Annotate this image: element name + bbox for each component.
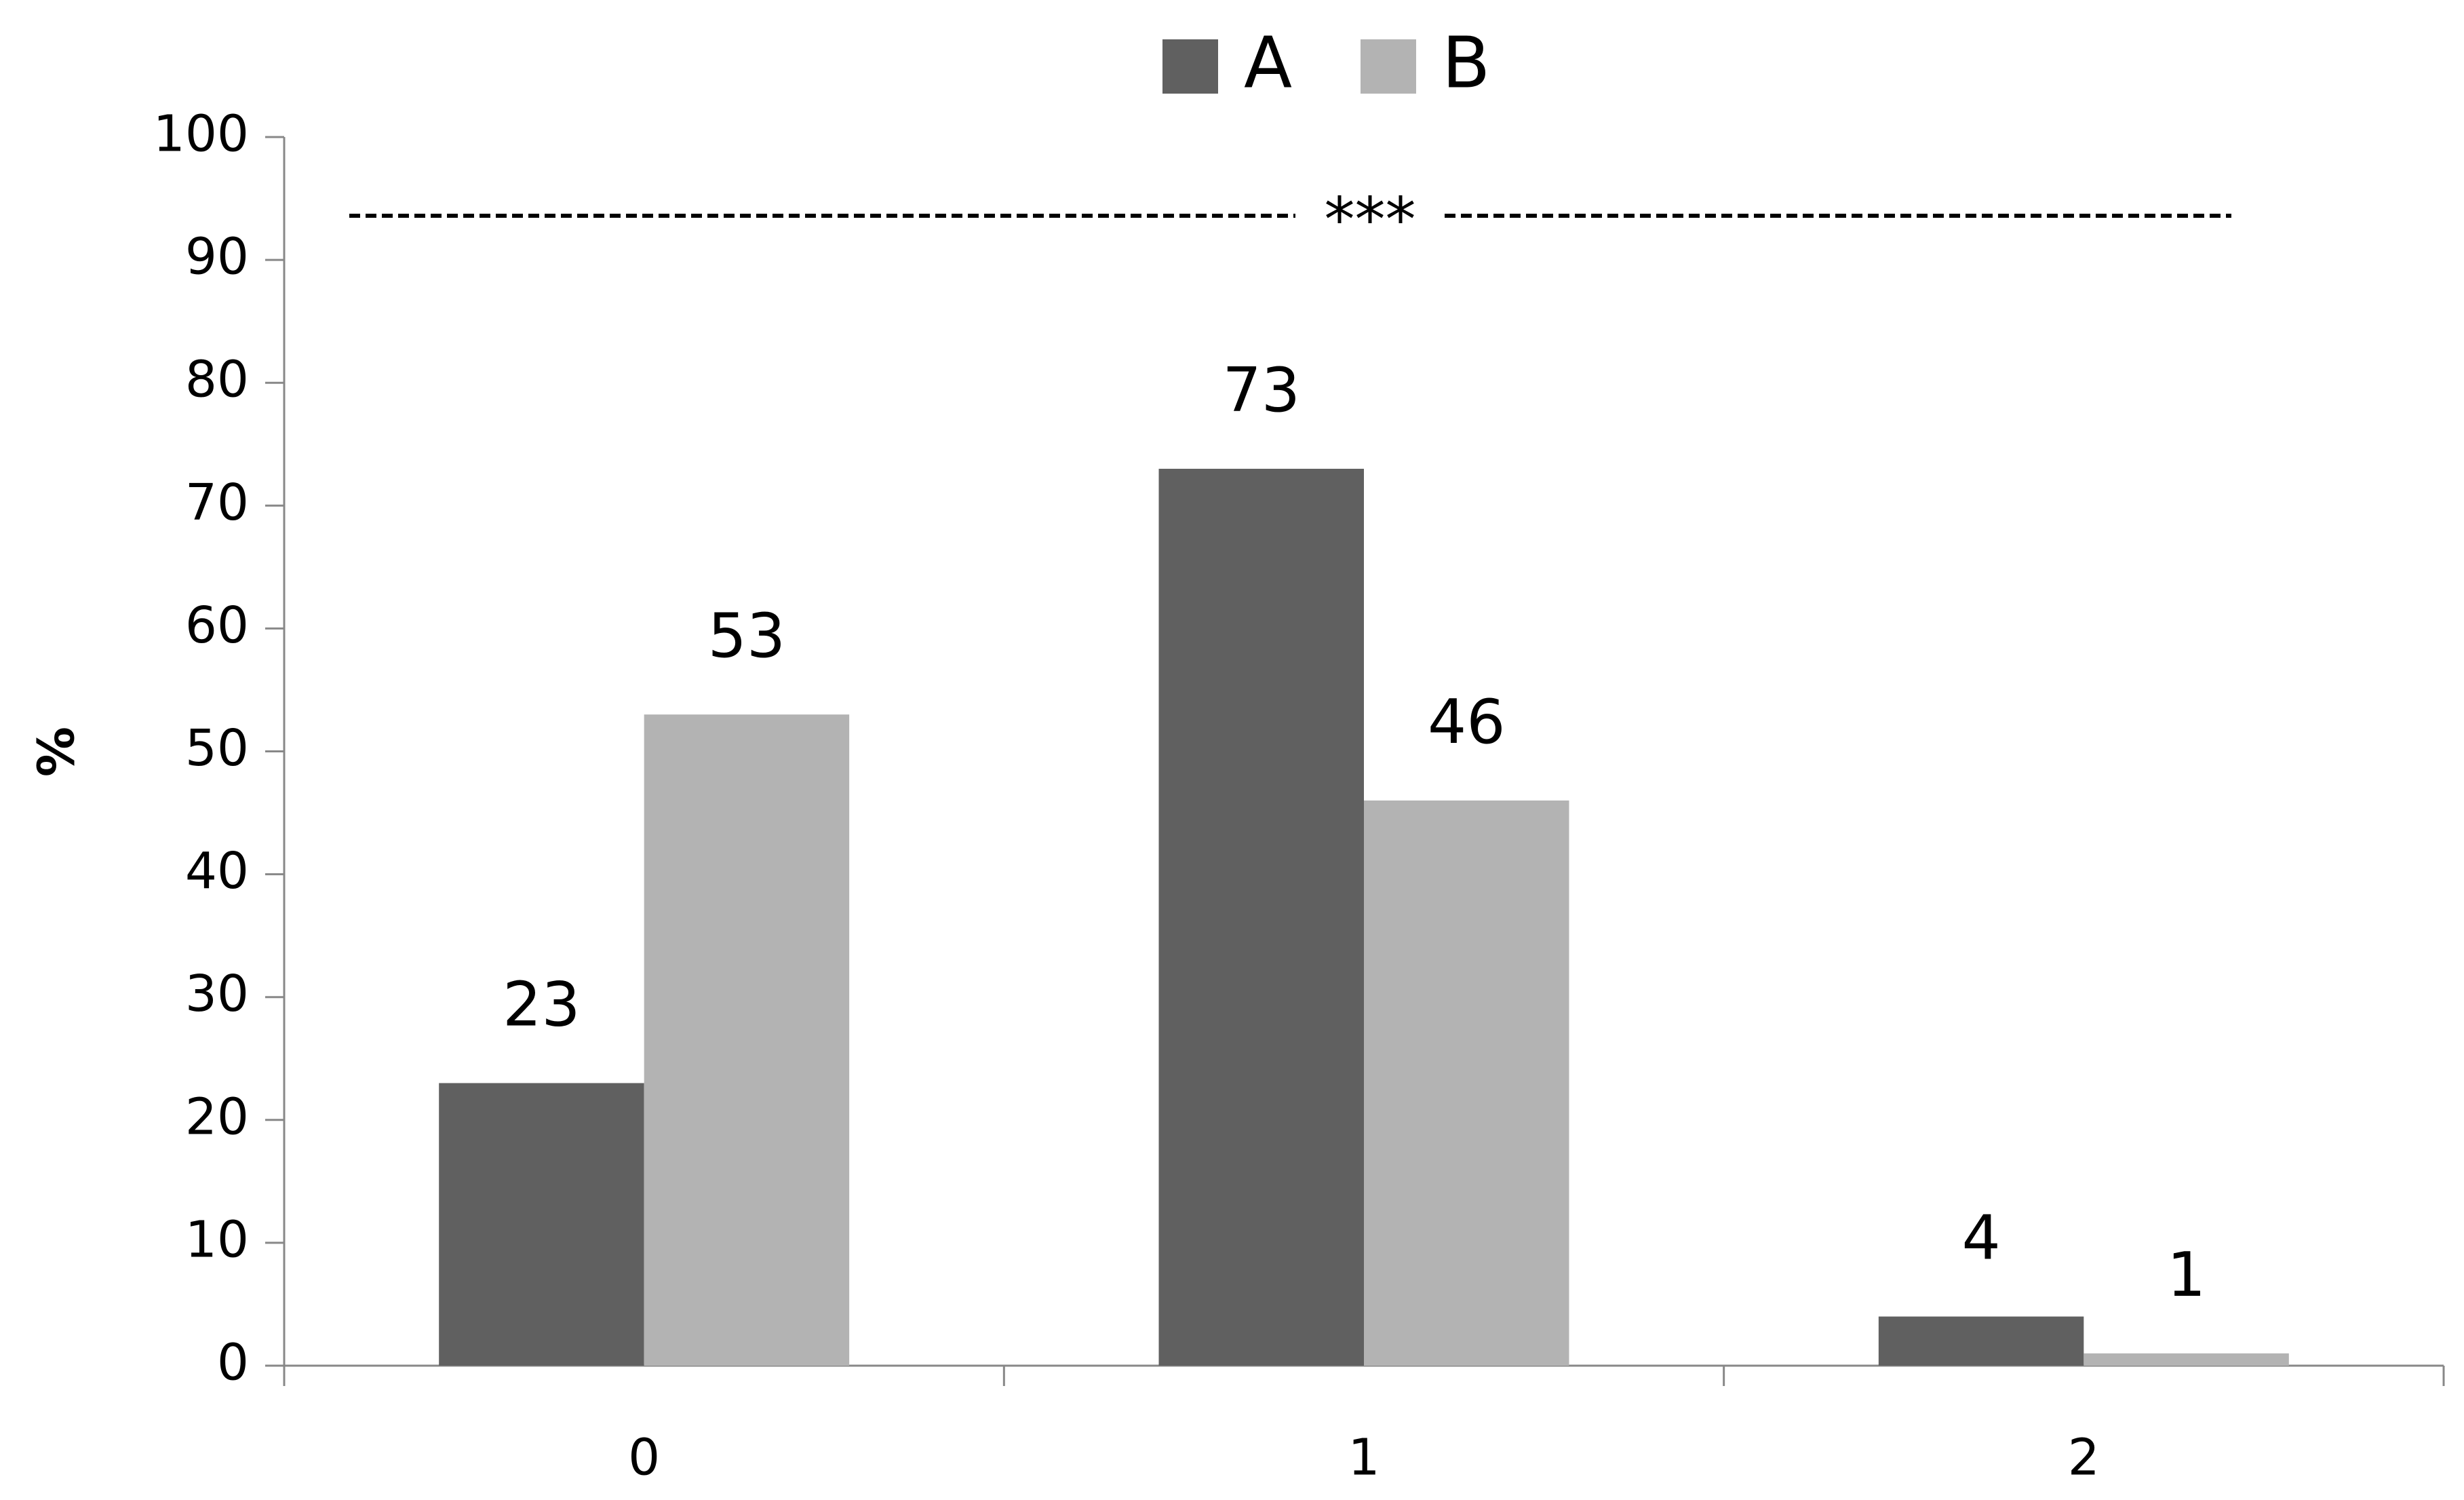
bar (439, 1083, 644, 1366)
legend-swatch (1162, 39, 1218, 94)
legend-label: A (1244, 21, 1292, 104)
y-tick-label: 100 (153, 105, 249, 164)
value-label: 53 (708, 600, 786, 672)
bar (1364, 800, 1569, 1366)
bar (2084, 1353, 2289, 1366)
value-label: 23 (503, 969, 581, 1040)
y-tick-label: 0 (217, 1334, 249, 1392)
y-tick-label: 70 (185, 474, 249, 532)
annotation: *** (1325, 185, 1416, 256)
bar (1158, 468, 1364, 1366)
value-label: 73 (1222, 355, 1300, 426)
value-label: 1 (2167, 1239, 2206, 1311)
bar (644, 714, 850, 1366)
x-tick-label: 2 (2068, 1429, 2100, 1487)
y-tick-label: 20 (185, 1088, 249, 1146)
legend-label: B (1442, 21, 1490, 104)
value-label: 46 (1428, 687, 1506, 758)
x-tick-label: 0 (628, 1429, 660, 1487)
y-axis-label: % (28, 727, 86, 777)
y-tick-label: 50 (185, 719, 249, 777)
y-tick-label: 90 (185, 228, 249, 286)
y-tick-label: 40 (185, 842, 249, 900)
y-tick-label: 10 (185, 1210, 249, 1269)
y-tick-label: 80 (185, 351, 249, 409)
y-tick-label: 60 (185, 596, 249, 655)
y-tick-label: 30 (185, 965, 249, 1023)
value-label: 4 (1961, 1202, 2000, 1273)
legend-swatch (1361, 39, 1416, 94)
x-tick-label: 1 (1348, 1429, 1380, 1487)
bar (1878, 1316, 2084, 1366)
